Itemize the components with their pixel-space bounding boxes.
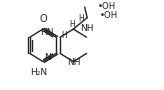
Text: H₂N: H₂N — [30, 68, 47, 77]
Text: H: H — [61, 31, 67, 40]
Text: N: N — [45, 53, 51, 62]
Text: •OH: •OH — [99, 11, 118, 20]
Text: HN: HN — [41, 28, 54, 37]
Text: O: O — [39, 14, 47, 24]
Text: H: H — [69, 20, 75, 29]
Text: NH: NH — [67, 58, 81, 67]
Text: •OH: •OH — [98, 2, 116, 11]
Text: H: H — [78, 14, 83, 23]
Text: NH: NH — [81, 24, 94, 33]
